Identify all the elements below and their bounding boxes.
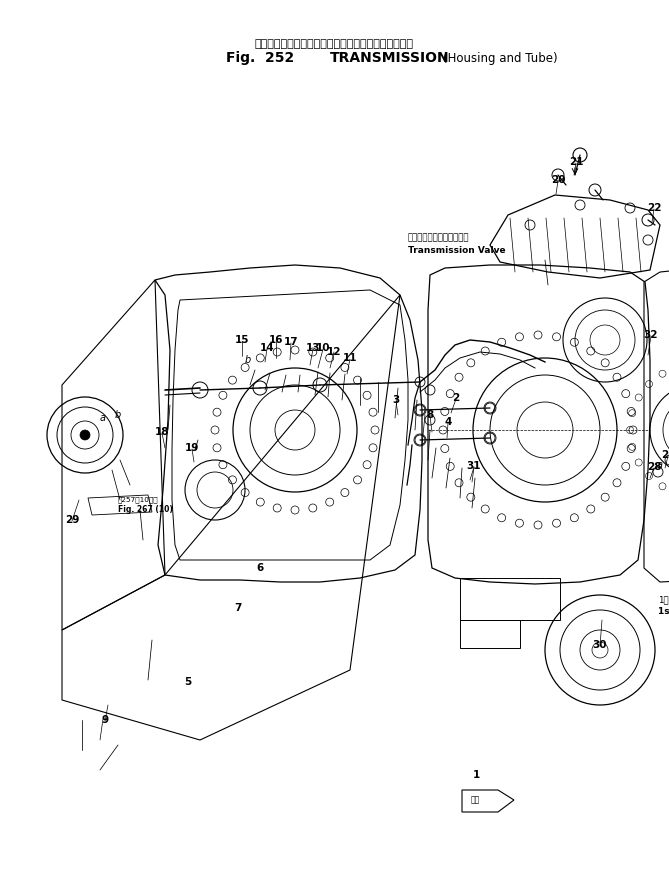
Text: 31: 31 (467, 461, 481, 471)
Text: 32: 32 (644, 330, 658, 340)
Text: 10: 10 (316, 343, 330, 353)
Circle shape (80, 430, 90, 440)
Text: a: a (657, 460, 663, 470)
Text: b: b (245, 355, 251, 365)
Text: ポカ: ポカ (470, 795, 480, 805)
Bar (460, 620, 520, 648)
Text: 1速ギャーカバー: 1速ギャーカバー (658, 596, 669, 604)
Text: トランスミッションバルブ: トランスミッションバルブ (408, 233, 470, 242)
Text: 28: 28 (647, 462, 661, 472)
Text: 14: 14 (260, 343, 274, 353)
Text: 1: 1 (472, 770, 480, 780)
Bar (460, 578, 560, 620)
Text: 21: 21 (569, 157, 583, 167)
Text: 19: 19 (185, 443, 199, 453)
Text: 29: 29 (65, 515, 79, 525)
Text: 17: 17 (284, 337, 298, 347)
Text: 7: 7 (234, 603, 242, 613)
Text: 5: 5 (185, 677, 191, 687)
Text: 22: 22 (647, 203, 661, 213)
Text: 6: 6 (256, 563, 264, 573)
Text: 13: 13 (306, 343, 320, 353)
Text: 11: 11 (343, 353, 357, 363)
Text: 18: 18 (155, 427, 169, 437)
Text: 9: 9 (102, 715, 108, 725)
Text: 8: 8 (426, 410, 434, 420)
Text: Transmission Valve: Transmission Valve (408, 246, 506, 254)
Text: (Housing and Tube): (Housing and Tube) (443, 51, 557, 64)
Text: Fig.  252: Fig. 252 (226, 51, 294, 65)
Text: 12: 12 (326, 347, 341, 357)
Text: 4: 4 (444, 417, 452, 427)
Text: 1st Gear Cover: 1st Gear Cover (658, 607, 669, 617)
Text: 27: 27 (661, 450, 669, 460)
Text: 30: 30 (593, 640, 607, 650)
Text: 15: 15 (235, 335, 250, 345)
Text: トランスミッション　（ハウジングおよびチューブ）: トランスミッション （ハウジングおよびチューブ） (254, 39, 413, 49)
Text: 3: 3 (393, 395, 399, 405)
Text: 16: 16 (269, 335, 283, 345)
Text: TRANSMISSION: TRANSMISSION (330, 51, 450, 65)
Text: 20: 20 (551, 175, 565, 185)
Text: Fig. 267 (10): Fig. 267 (10) (118, 505, 173, 515)
Text: 図257（10）図: 図257（10）図 (118, 496, 159, 503)
Text: 2: 2 (452, 393, 460, 403)
Text: a: a (100, 413, 106, 423)
Text: b: b (115, 410, 121, 420)
